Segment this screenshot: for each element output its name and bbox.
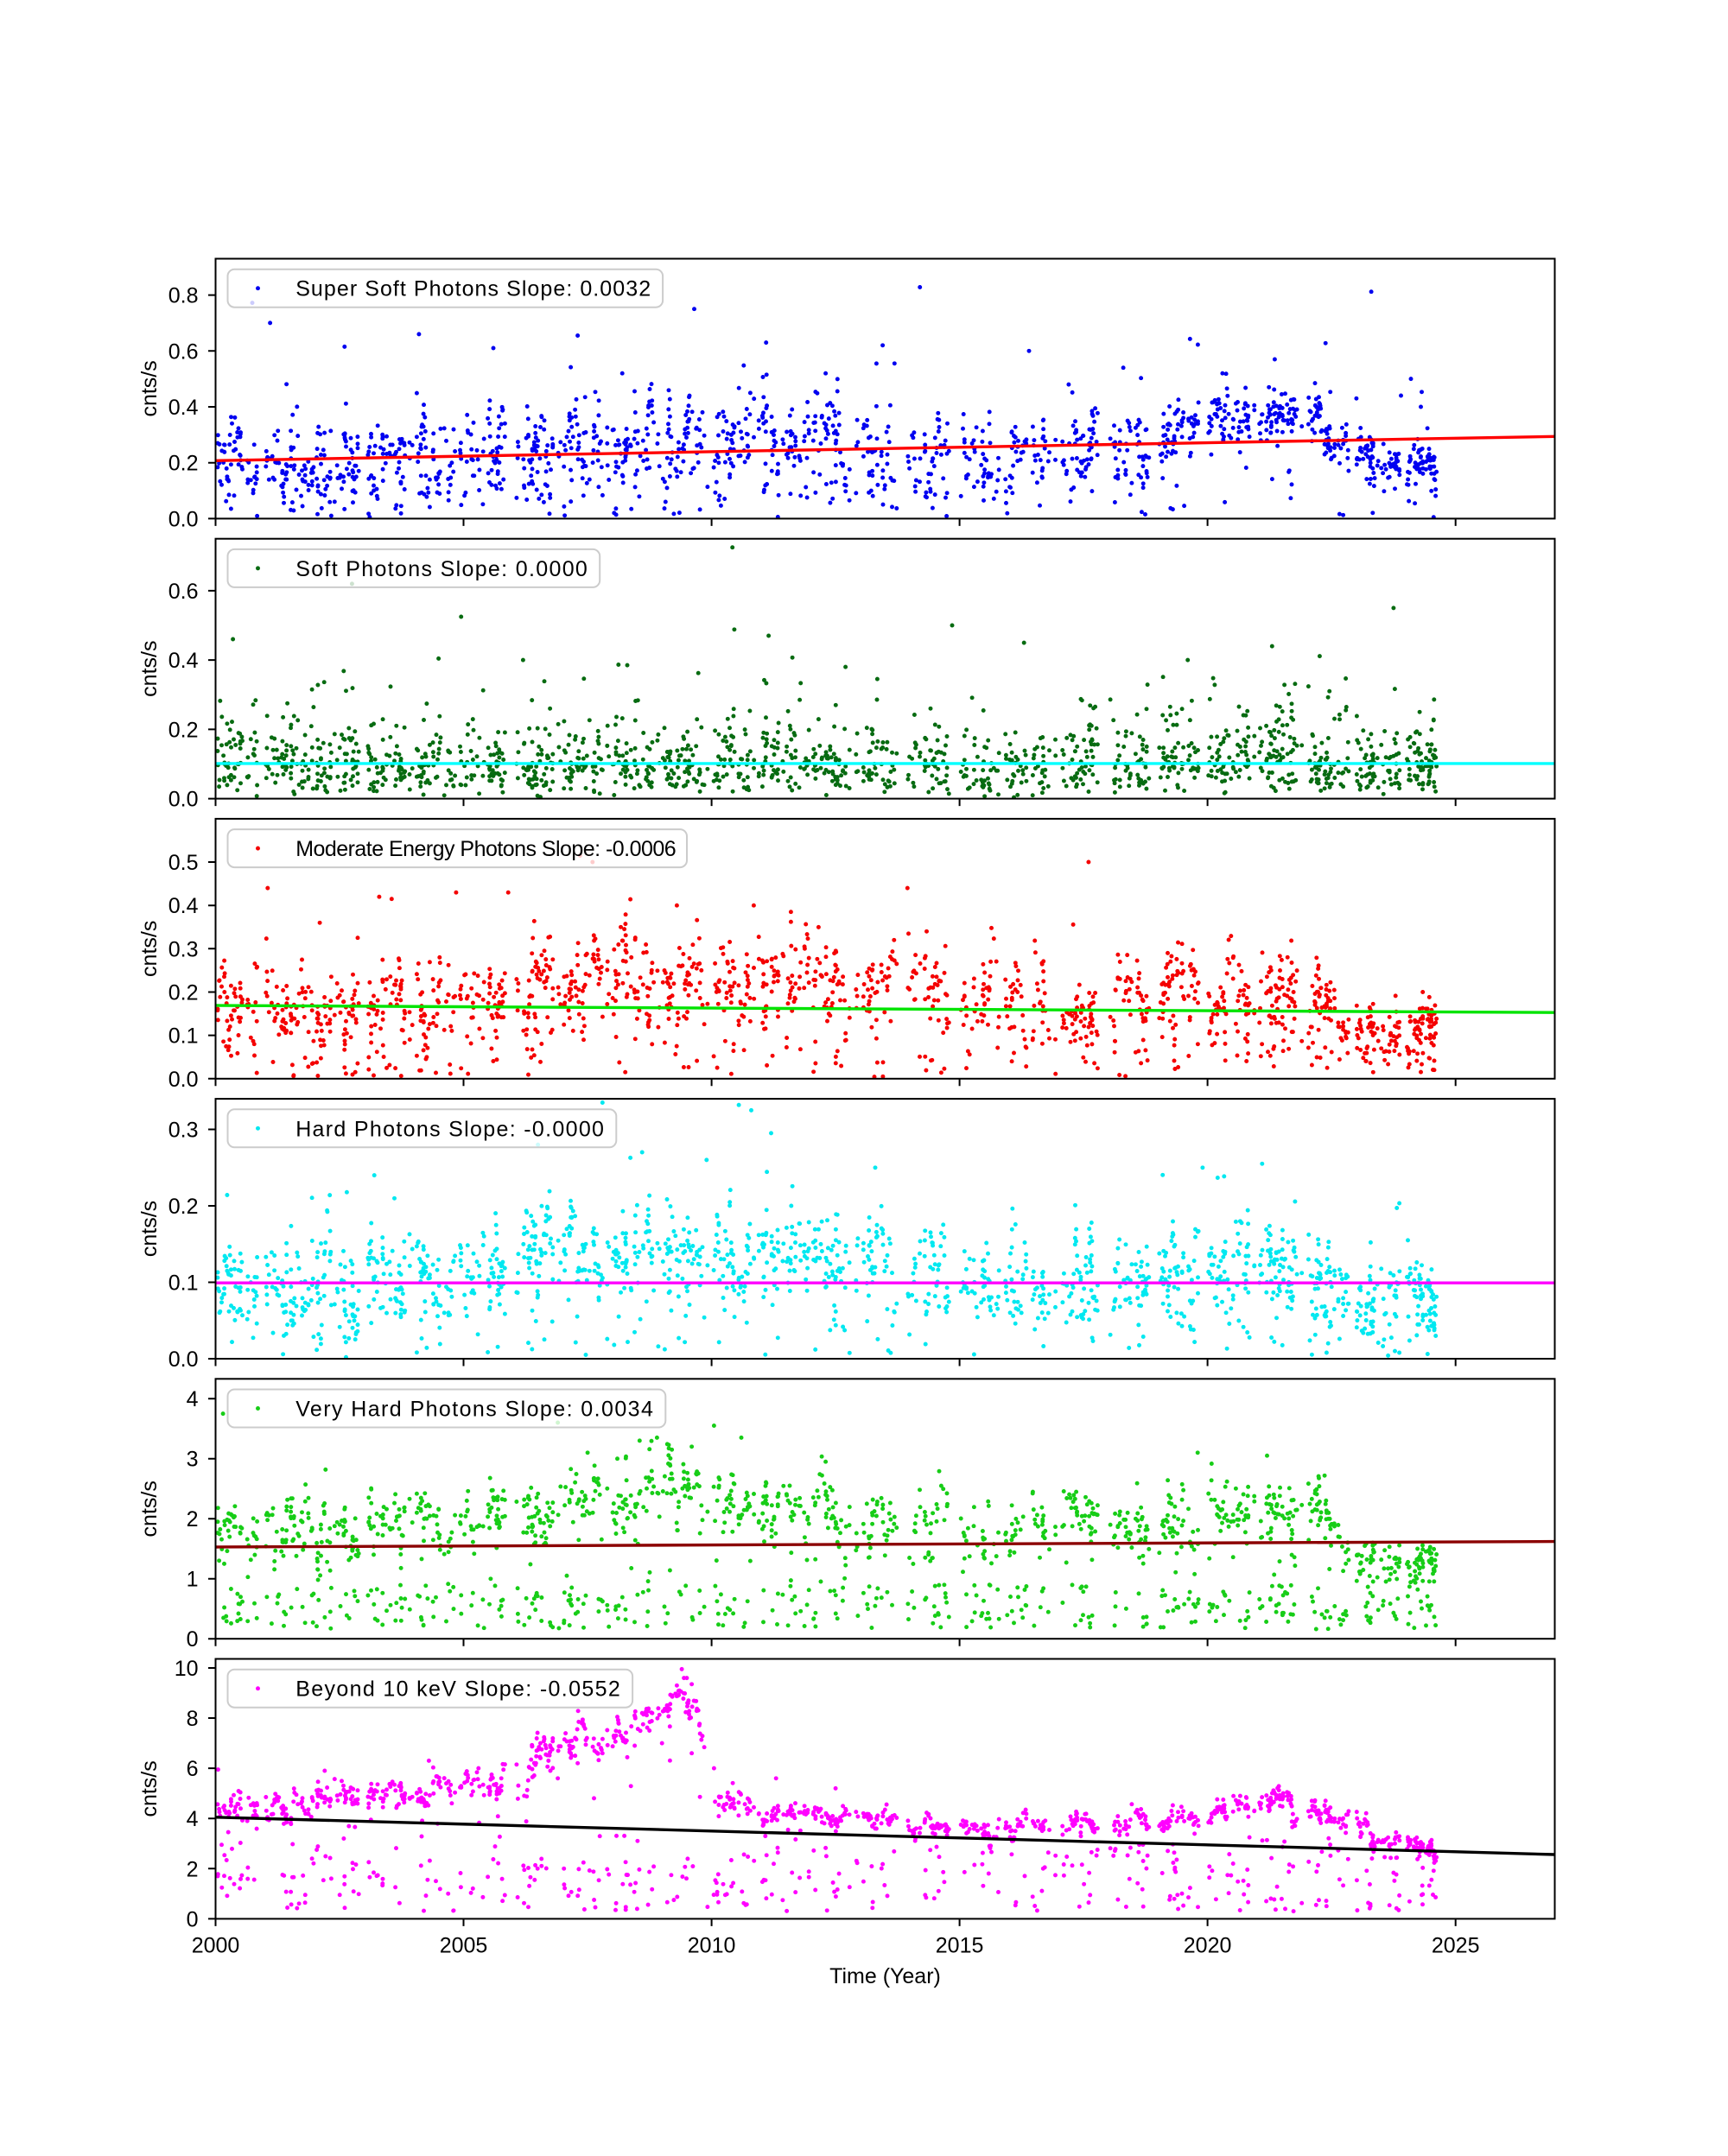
svg-text:Beyond 10 keV Slope: -0.0552: Beyond 10 keV Slope: -0.0552 [295,1677,621,1702]
svg-text:0.5: 0.5 [168,851,199,875]
svg-text:0.0: 0.0 [168,788,199,812]
svg-text:2005: 2005 [440,1933,488,1957]
svg-text:0.4: 0.4 [168,649,199,673]
svg-text:0.1: 0.1 [168,1024,199,1049]
svg-text:2020: 2020 [1184,1933,1232,1957]
svg-text:3: 3 [187,1448,199,1472]
svg-text:6: 6 [187,1757,199,1781]
svg-text:0.4: 0.4 [168,396,199,420]
svg-text:0.2: 0.2 [168,452,199,476]
svg-text:2010: 2010 [688,1933,736,1957]
svg-text:cnts/s: cnts/s [137,1481,162,1537]
svg-text:cnts/s: cnts/s [137,921,162,977]
svg-text:0.3: 0.3 [168,937,199,961]
svg-text:Super Soft Photons Slope: 0.00: Super Soft Photons Slope: 0.0032 [295,277,651,301]
svg-text:0.0: 0.0 [168,1068,199,1092]
svg-text:0.0: 0.0 [168,507,199,531]
svg-text:cnts/s: cnts/s [137,641,162,697]
svg-text:0.2: 0.2 [168,980,199,1005]
svg-text:Very Hard Photons Slope: 0.003: Very Hard Photons Slope: 0.0034 [295,1397,654,1421]
svg-text:4: 4 [187,1387,199,1411]
svg-text:8: 8 [187,1707,199,1731]
svg-text:0.6: 0.6 [168,339,199,364]
svg-text:cnts/s: cnts/s [137,1760,162,1817]
svg-text:4: 4 [187,1807,199,1831]
svg-text:cnts/s: cnts/s [137,360,162,416]
svg-text:0: 0 [187,1627,199,1652]
svg-text:0.4: 0.4 [168,894,199,918]
svg-text:0.3: 0.3 [168,1118,199,1142]
svg-text:Time (Year): Time (Year) [829,1964,941,1988]
svg-text:0.2: 0.2 [168,1195,199,1219]
svg-text:0.8: 0.8 [168,284,199,308]
svg-text:Hard Photons Slope: -0.0000: Hard Photons Slope: -0.0000 [295,1117,605,1141]
svg-text:2: 2 [187,1507,199,1531]
svg-text:2025: 2025 [1432,1933,1480,1957]
svg-text:0: 0 [187,1907,199,1931]
svg-text:0.0: 0.0 [168,1348,199,1372]
svg-text:2015: 2015 [936,1933,984,1957]
svg-text:Soft Photons Slope: 0.0000: Soft Photons Slope: 0.0000 [295,557,588,581]
svg-text:0.1: 0.1 [168,1271,199,1295]
svg-text:0.6: 0.6 [168,580,199,604]
svg-text:1: 1 [187,1568,199,1592]
svg-text:0.2: 0.2 [168,718,199,742]
svg-text:Moderate Energy Photons Slope:: Moderate Energy Photons Slope: -0.0006 [295,837,676,861]
svg-text:10: 10 [175,1657,199,1681]
svg-text:cnts/s: cnts/s [137,1201,162,1257]
svg-text:2: 2 [187,1857,199,1881]
svg-text:2000: 2000 [192,1933,240,1957]
